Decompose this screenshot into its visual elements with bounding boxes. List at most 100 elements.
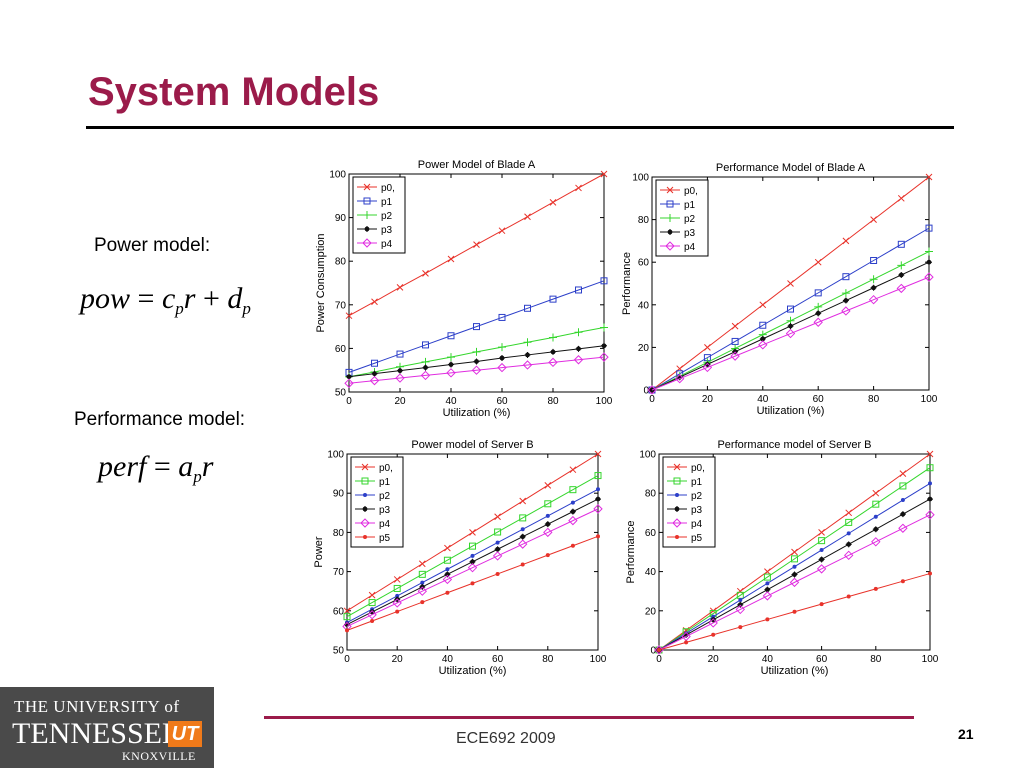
chart0-series-0-point-6 [498, 227, 506, 235]
chart1-ytick-label-4: 80 [638, 215, 650, 226]
chart2-legend-marker-4 [360, 518, 370, 528]
chart2-legend-label-4: p4 [379, 519, 391, 530]
title-divider [86, 126, 954, 129]
chart2-series-1-point-1 [368, 599, 376, 607]
chart3-series-2-point-6 [819, 548, 824, 553]
chart3-legend-marker-1 [673, 477, 681, 485]
chart3-series-2-point-7 [846, 531, 851, 536]
chart2-series-5-point-4 [445, 590, 450, 595]
chart3-legend-label-0: p0, [691, 463, 705, 474]
chart1-series-1-point-7 [842, 273, 850, 281]
chart1-series-2 [648, 247, 933, 394]
chart0-series-0-point-7 [524, 213, 531, 221]
chart1-series-1-point-5 [787, 305, 794, 313]
chart3-series-1-point-10 [926, 464, 934, 472]
chart1-series-0-point-9 [897, 194, 905, 202]
chart3-series-4-point-6 [816, 564, 827, 574]
chart1-series-0-point-8 [870, 216, 877, 223]
chart0-ytick-label-2: 70 [335, 300, 347, 311]
chart3-legend-marker-5 [675, 535, 679, 539]
chart3-ylabel: Performance [625, 521, 637, 584]
chart0-series-3-point-2-cross [397, 367, 403, 374]
chart2-series-1-line [346, 475, 599, 618]
chart0-series-1-point-5 [473, 323, 480, 331]
chart3-series-4-point-4 [762, 591, 773, 601]
chart1-series-4-point-2 [702, 362, 713, 373]
chart0-ytick-label-4: 90 [335, 213, 347, 224]
chart3-series-2-point-9 [900, 498, 905, 503]
chart2-series-5-point-7 [520, 562, 525, 567]
chart2-legend-label-0: p0, [379, 463, 393, 474]
chart0-series-1-point-4 [447, 332, 455, 340]
chart3-legend [662, 456, 716, 548]
chart2-ytick-label-5: 100 [327, 450, 344, 461]
chart3-series-4-point-2 [708, 618, 718, 628]
chart1-legend-marker-0 [666, 186, 674, 194]
perf-formula-lhs: perf [98, 450, 147, 483]
chart3-series-5-point-5 [792, 609, 797, 614]
chart3-series-0-point-10 [926, 450, 934, 458]
chart2-series-4-point-6 [492, 551, 503, 561]
chart2-series-2-point-7 [520, 527, 525, 532]
chart-power-server-b-svg: Power model of Server B 0 20 40 60 80 100 50 60 7… [313, 439, 607, 677]
chart3-legend-label-5: p5 [691, 533, 703, 544]
chart0-legend-label-1: p1 [381, 197, 393, 208]
chart3-series-3-point-2-cross [710, 616, 717, 623]
chart2-series-2-point-6 [495, 540, 500, 545]
chart1-series-2-point-7 [841, 289, 850, 298]
chart2-series-1-point-4 [443, 556, 451, 564]
performance-formula: perf = apr [98, 450, 214, 486]
chart0-series-3-point-9-cross [575, 345, 582, 352]
chart1-xtick-label-0: 0 [649, 394, 655, 405]
chart2-legend-label-2: p2 [379, 491, 391, 502]
chart2-series-4-point-10 [593, 504, 603, 514]
chart2-series-0-point-0 [343, 607, 351, 615]
chart3-series-5-point-8 [873, 586, 878, 591]
perf-formula-sub-p: p [193, 467, 202, 486]
chart2-series-2-point-3 [420, 580, 425, 585]
chart2-legend-label-1: p1 [379, 477, 391, 488]
chart0-legend-marker-2 [363, 211, 371, 219]
power-formula: pow = cpr + dp [80, 282, 251, 318]
chart1-series-1-point-9 [897, 240, 905, 248]
chart3-series-5-point-10 [928, 571, 932, 576]
chart1-xtick-label-3: 60 [813, 394, 825, 405]
chart0-series-0-point-9 [575, 184, 582, 192]
chart1-series-0-point-5 [787, 280, 794, 287]
chart2-title: Power model of Server B [411, 439, 533, 451]
chart0-series-2-point-4 [447, 353, 455, 362]
chart1-series-1-point-6 [814, 289, 822, 297]
chart1-series-4-point-1 [674, 374, 685, 384]
chart2-series-0-point-5 [469, 529, 476, 536]
chart3-series-2-point-10 [928, 481, 932, 486]
chart3-legend-label-3: p3 [691, 505, 703, 516]
chart1-series-1-point-3 [731, 337, 739, 345]
chart3-series-4-line [658, 514, 931, 651]
power-formula-r: r [183, 282, 196, 315]
chart3-xtick-label-5: 100 [922, 654, 939, 665]
chart1-xlabel: Utilization (%) [757, 405, 825, 417]
chart3-xtick-label-3: 60 [816, 654, 828, 665]
chart0-series-0-point-3 [422, 270, 429, 277]
chart3-series-1-point-7 [845, 518, 853, 526]
chart0-legend-label-3: p3 [381, 225, 393, 236]
chart2-series-5-point-9 [570, 543, 575, 548]
chart2-series-1-point-10 [594, 472, 602, 480]
chart3-legend-label-2: p2 [691, 491, 703, 502]
chart1-xtick-label-2: 40 [757, 394, 769, 405]
chart-perf-blade-a: Performance Model of Blade A 0 20 40 60 80 100… [618, 152, 948, 424]
chart3-series-3-point-7-cross [845, 541, 852, 548]
chart2-series-1-point-7 [519, 514, 527, 522]
chart0-series-0-point-2 [396, 284, 404, 291]
chart1-ytick-label-1: 20 [638, 343, 650, 354]
chart2-ytick-label-4: 90 [333, 489, 345, 500]
chart2-xtick-label-0: 0 [344, 654, 350, 665]
chart3-series-5-point-9 [900, 579, 905, 584]
chart1-legend-marker-4 [665, 241, 675, 251]
chart3-title: Performance model of Server B [717, 439, 871, 451]
chart1-series-4 [647, 272, 934, 395]
chart2-series-1 [343, 472, 602, 621]
chart3-series-5-point-6 [819, 602, 824, 607]
chart0-series-4-point-8 [548, 357, 558, 368]
chart0-ytick-label-5: 100 [329, 170, 346, 181]
